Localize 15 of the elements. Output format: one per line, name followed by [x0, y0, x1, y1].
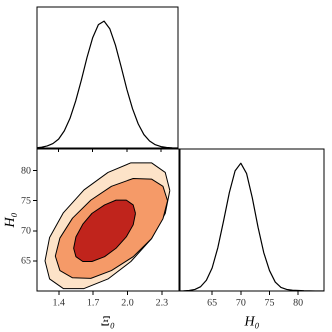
- x-tick-label: 75: [264, 298, 274, 309]
- x-tick-label: 80: [293, 298, 304, 309]
- x-axis-title: H₀: [244, 314, 260, 330]
- y-tick-label: 65: [21, 256, 31, 267]
- x-tick-label: 65: [207, 298, 218, 309]
- x-tick-label: 2.0: [121, 298, 134, 309]
- y-axis-title: H₀: [3, 212, 18, 228]
- x-tick-label: 2.3: [156, 298, 168, 309]
- y-tick-label: 80: [21, 165, 31, 176]
- y-tick-label: 70: [21, 225, 31, 236]
- x-axis-title: Ξ₀: [101, 314, 116, 330]
- x-tick-label: 70: [236, 298, 246, 309]
- x-tick-label: 1.7: [86, 298, 100, 309]
- x-tick-label: 1.4: [52, 298, 66, 309]
- y-tick-label: 75: [21, 195, 31, 206]
